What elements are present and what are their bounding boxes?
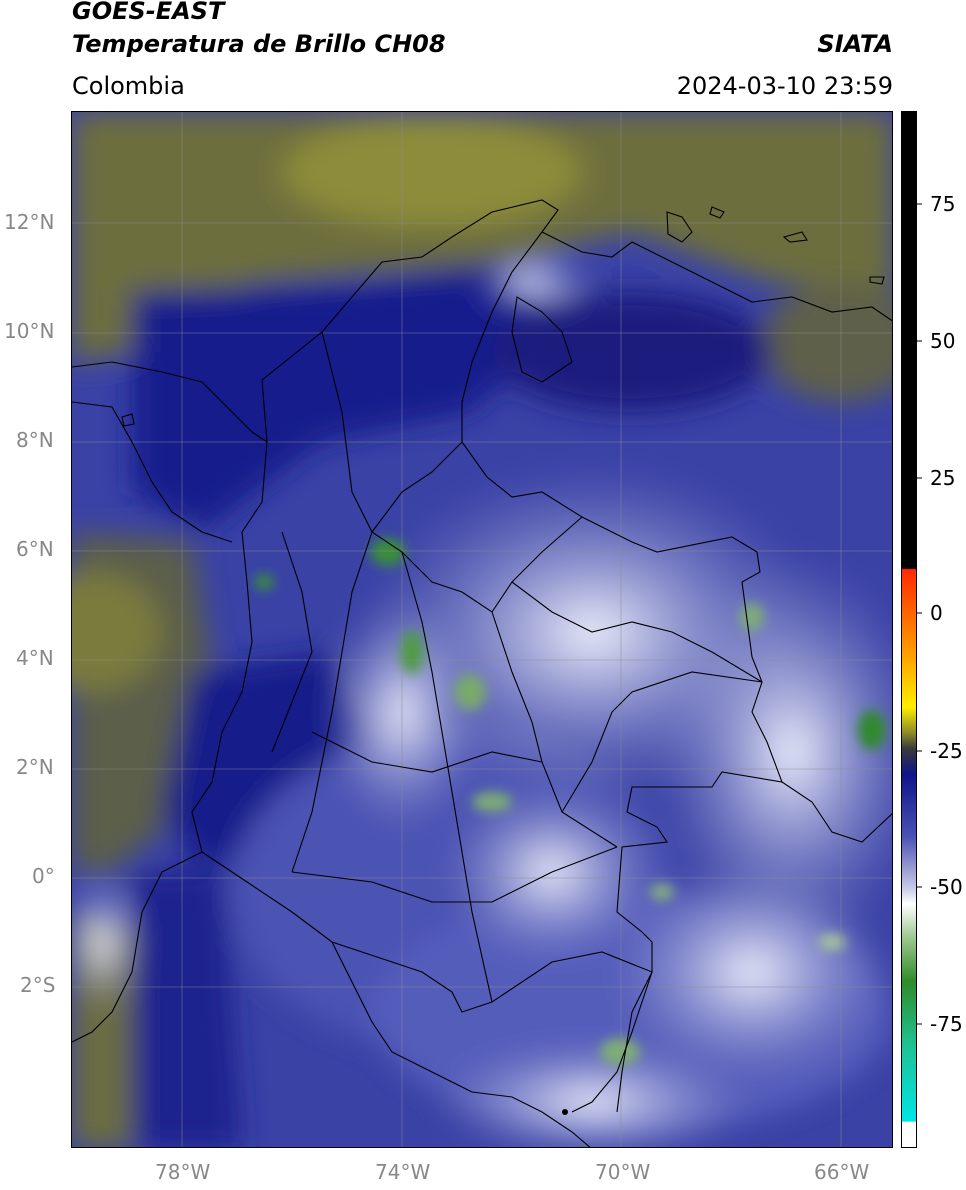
lat-label: 2°N	[16, 755, 54, 779]
cloud-field	[72, 112, 892, 1147]
temperature-colorbar	[901, 111, 917, 1148]
map-markers	[562, 1109, 568, 1115]
lat-label: 12°N	[4, 210, 55, 234]
lat-label: 10°N	[4, 319, 55, 343]
agency-label: SIATA	[817, 30, 893, 58]
lat-label: 2°S	[20, 973, 56, 997]
lat-label: 8°N	[16, 428, 54, 452]
brightness-temperature-image	[72, 112, 892, 1147]
colorbar-label: 50	[930, 329, 956, 353]
colorbar-label: 0	[930, 601, 943, 625]
product-title: Temperatura de Brillo CH08	[72, 30, 446, 58]
satellite-title: GOES-EAST	[72, 0, 225, 25]
colorbar-gradient	[902, 112, 916, 1147]
lon-label: 70°W	[595, 1160, 651, 1184]
datetime-label: 2024-03-10 23:59	[676, 72, 893, 100]
cold-cloud-tops	[254, 538, 886, 1066]
graticule	[72, 112, 892, 1147]
lat-label: 4°N	[16, 646, 54, 670]
lon-label: 78°W	[155, 1160, 211, 1184]
lat-label: 6°N	[16, 537, 54, 561]
colorbar-label: -25	[930, 739, 963, 763]
country-borders	[72, 199, 892, 1147]
lon-label: 66°W	[814, 1160, 870, 1184]
region-label: Colombia	[72, 72, 185, 100]
colorbar-label: -50	[930, 875, 963, 899]
satellite-map[interactable]	[71, 111, 893, 1148]
colorbar-label: 25	[930, 466, 956, 490]
lat-label: 0°	[32, 864, 55, 888]
colorbar-ticks	[916, 203, 922, 1025]
lon-label: 74°W	[375, 1160, 431, 1184]
colorbar-label: 75	[930, 192, 956, 216]
colorbar-label: -75	[930, 1012, 963, 1036]
